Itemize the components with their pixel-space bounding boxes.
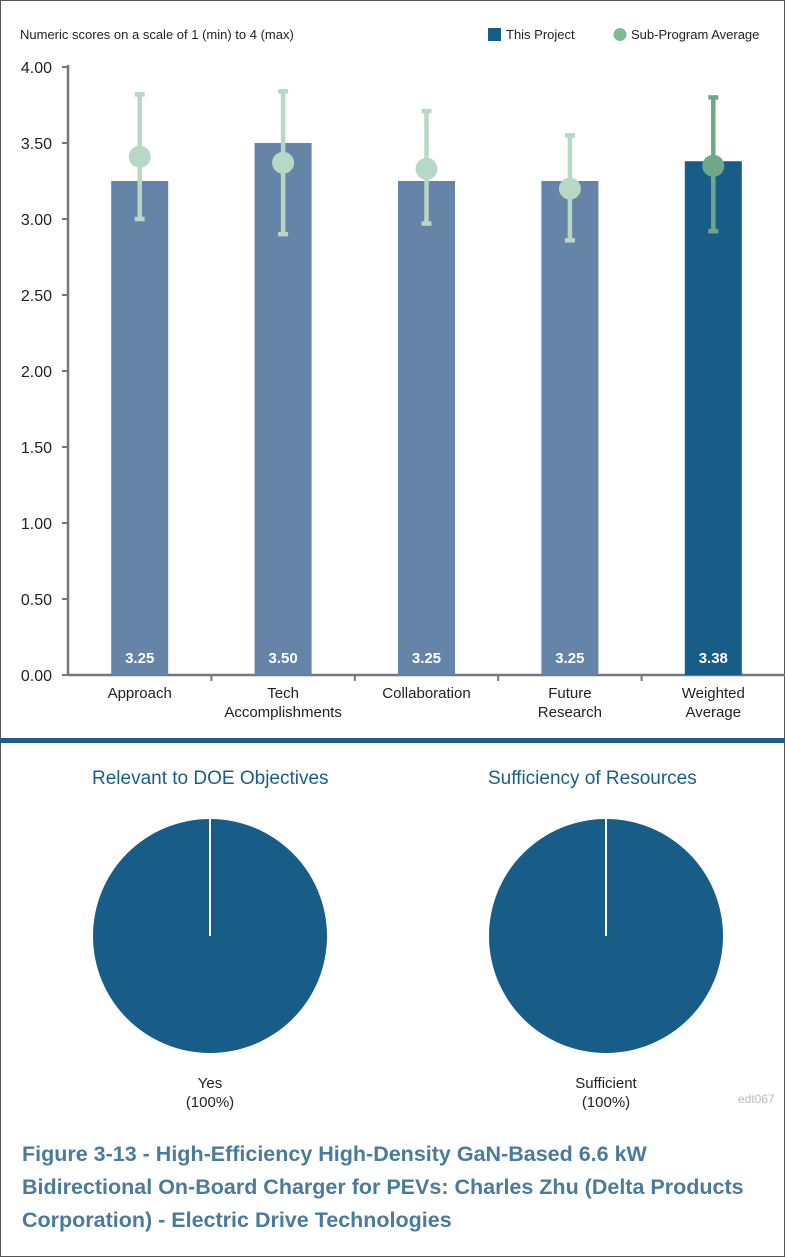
chart-subtitle: Numeric scores on a scale of 1 (min) to …: [20, 27, 294, 42]
bar-value-label: 3.25: [125, 650, 154, 667]
legend-swatch-this-project: [488, 28, 501, 41]
y-tick-label: 2.00: [21, 364, 52, 381]
y-tick-label: 3.50: [21, 136, 52, 153]
figure-caption: Figure 3-13 - High-Efficiency High-Densi…: [22, 1142, 744, 1232]
x-category-label: Approach: [108, 685, 172, 702]
bar-this-project: [111, 181, 169, 675]
y-tick-label: 2.50: [21, 288, 52, 305]
pie-title-relevance: Relevant to DOE Objectives: [92, 768, 329, 789]
x-category-label: Future: [548, 685, 591, 702]
y-tick-label: 0.50: [21, 592, 52, 609]
marker-sub-program-average: [558, 177, 581, 200]
pie-percent-label: (100%): [581, 1094, 631, 1111]
legend-marker-sub-program-average: [613, 28, 627, 41]
x-category-label: Research: [538, 704, 602, 721]
x-category-label: Collaboration: [382, 685, 470, 702]
y-tick-label: 1.50: [21, 440, 52, 457]
x-category-label: Weighted: [682, 685, 745, 702]
pie-percent-label: (100%): [185, 1094, 235, 1111]
y-tick-label: 1.00: [21, 516, 52, 533]
bar-this-project: [684, 161, 742, 676]
marker-sub-program-average: [702, 154, 725, 177]
x-category-label: Tech: [267, 685, 299, 702]
pie-slice-label: Yes: [197, 1075, 223, 1092]
bar-value-label: 3.50: [268, 650, 297, 667]
section-divider: [0, 738, 785, 743]
pie-label-resources: Sufficient (100%): [506, 1074, 706, 1112]
figure-code: edt067: [738, 1092, 775, 1106]
bar-value-label: 3.25: [412, 650, 441, 667]
legend-label-this-project: This Project: [506, 27, 575, 42]
pie-chart-relevance: [92, 818, 332, 1063]
bar-this-project: [398, 181, 455, 675]
y-tick-label: 0.00: [21, 668, 52, 685]
x-category-label: Average: [685, 704, 741, 721]
y-tick-label: 4.00: [21, 60, 52, 77]
marker-sub-program-average: [272, 151, 295, 174]
legend-label-sub-program-average: Sub-Program Average: [631, 27, 759, 42]
bar-this-project: [541, 181, 599, 675]
pie-chart-resources: [488, 818, 728, 1063]
pie-slice-label: Sufficient: [575, 1075, 637, 1092]
x-category-label: Accomplishments: [224, 704, 342, 721]
y-tick-label: 3.00: [21, 212, 52, 229]
pie-title-resources: Sufficiency of Resources: [488, 768, 697, 789]
bar-value-label: 3.25: [555, 650, 584, 667]
bar-value-label: 3.38: [699, 650, 728, 667]
pie-label-relevance: Yes (100%): [110, 1074, 310, 1112]
bar-chart: Numeric scores on a scale of 1 (min) to …: [20, 27, 785, 721]
marker-sub-program-average: [128, 145, 151, 168]
marker-sub-program-average: [415, 157, 438, 180]
